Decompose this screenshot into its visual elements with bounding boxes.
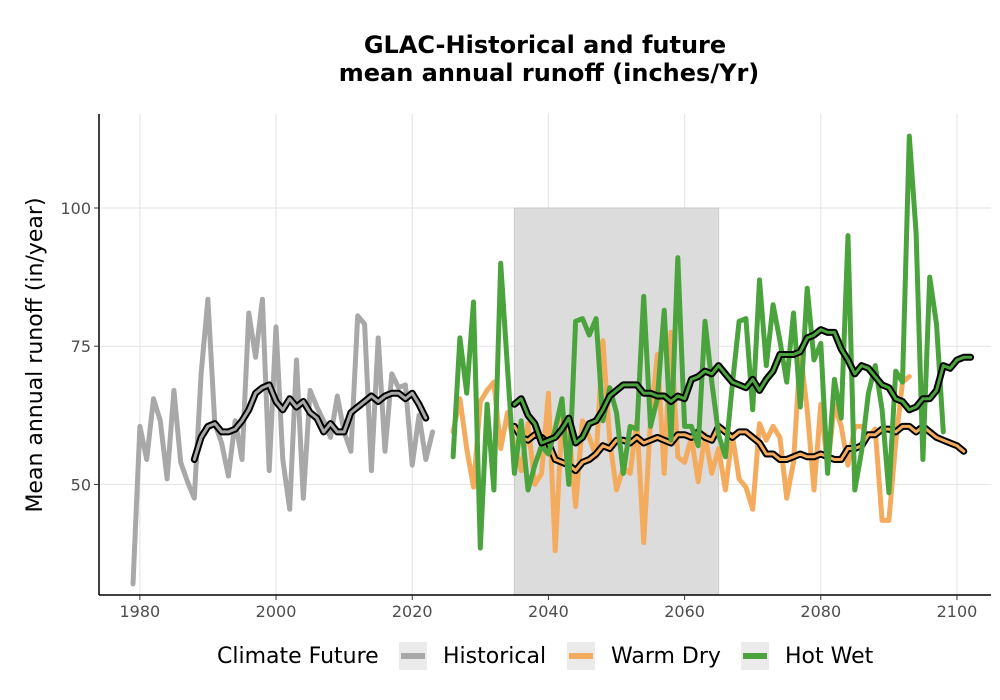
x-tick-label-2000: 2000 bbox=[256, 602, 297, 621]
chart-title-line2: mean annual runoff (inches/Yr) bbox=[339, 59, 760, 87]
legend-label-historical: Historical bbox=[443, 644, 546, 669]
x-tick-label-2040: 2040 bbox=[528, 602, 569, 621]
x-tick-label-1980: 1980 bbox=[119, 602, 160, 621]
y-tick-label-50: 50 bbox=[71, 475, 91, 494]
x-tick-label-2100: 2100 bbox=[937, 602, 978, 621]
chart-title-line1: GLAC-Historical and future bbox=[364, 31, 726, 59]
axes bbox=[98, 114, 991, 596]
shaded-period-layer bbox=[513, 207, 720, 596]
warm-dry-smoothed-line bbox=[512, 424, 966, 473]
y-tick-label-100: 100 bbox=[60, 199, 91, 218]
x-tick-label-2060: 2060 bbox=[664, 602, 705, 621]
hot-wet-line bbox=[450, 133, 946, 551]
shaded-period bbox=[513, 207, 720, 596]
historical-smoothed-line bbox=[192, 383, 428, 461]
x-tick-label-2080: 2080 bbox=[800, 602, 841, 621]
legend-title: Climate Future bbox=[217, 644, 379, 669]
hot-wet-smoothed-line bbox=[512, 328, 973, 445]
y-tick-label-75: 75 bbox=[71, 337, 91, 356]
historical-line bbox=[130, 296, 436, 587]
x-tick-label-2020: 2020 bbox=[392, 602, 433, 621]
series-layer bbox=[130, 133, 975, 587]
legend: Climate Future Historical Warm Dry Hot W… bbox=[217, 642, 874, 670]
tick-labels: 1980 2000 2020 2040 2060 2080 2100 50 75 100 bbox=[60, 199, 977, 621]
legend-label-warm-dry: Warm Dry bbox=[611, 644, 721, 669]
y-axis-label: Mean annual runoff (in/year) bbox=[23, 197, 48, 512]
legend-label-hot-wet: Hot Wet bbox=[785, 644, 874, 669]
